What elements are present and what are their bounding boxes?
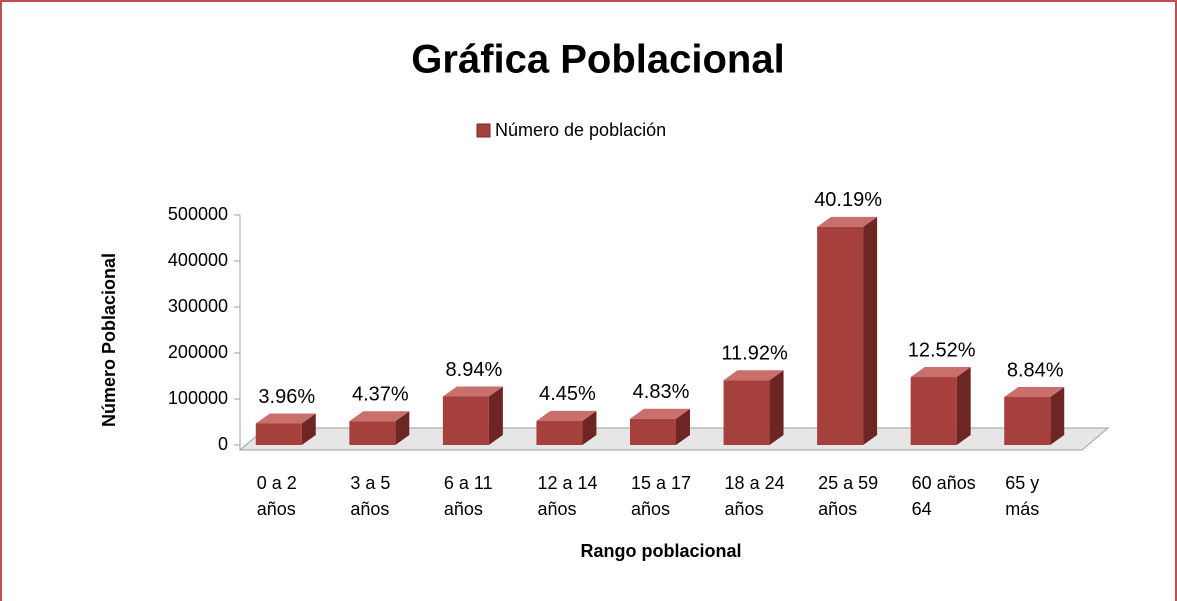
bar-side [582,410,597,445]
bar-top [255,413,316,424]
bar-top [1004,387,1065,398]
bar-front [817,226,864,445]
bar-front [910,377,957,445]
value-label: 4.37% [352,384,409,406]
value-label: 8.84% [1007,359,1064,381]
bar [349,411,410,445]
y-tick-label: 100000 [168,388,228,408]
bar-front [349,421,396,445]
x-tick-label: 18 a 24 años [724,473,785,519]
bar-front [255,423,302,445]
x-tick-label: 3 a 5 años [350,473,391,519]
value-label: 4.83% [633,381,690,403]
bar-side [488,386,503,445]
value-label: 11.92% [721,343,788,365]
x-tick-label: 12 a 14 años [537,473,598,519]
x-tick-label: 0 a 2 años [256,473,297,519]
x-tick-label: 25 a 59 años [818,473,879,519]
value-label: 40.19% [814,189,882,211]
bar-top [723,370,784,381]
bar [630,408,690,445]
bar-front [1004,397,1051,445]
bar-front [630,418,676,445]
legend-label: Número de población [495,120,666,140]
bar-side [301,413,316,445]
bar-side [676,408,690,445]
y-tick-label: 200000 [168,342,228,362]
y-tick-label: 400000 [168,250,228,270]
bar-front [723,380,770,445]
bar-top [630,408,690,419]
x-tick-label: 6 a 11 años [443,473,493,519]
value-label: 3.96% [258,386,315,408]
bar [910,367,971,445]
bar [723,370,784,445]
bar-top [442,386,503,397]
y-tick-label: 500000 [168,204,228,224]
y-axis-title: Número Poblacional [99,253,119,427]
x-axis-title: Rango poblacional [580,541,741,561]
bar [817,216,878,445]
value-label: 12.52% [908,339,976,361]
bar-top [349,411,410,422]
bar-side [395,411,410,445]
bar-top [817,216,878,227]
bar-side [863,216,878,445]
bar-front [442,396,489,445]
bar-front [536,420,583,445]
bar [255,413,316,445]
chart-title: Gráfica Poblacional [411,38,784,82]
bar-side [1050,387,1065,445]
bar [536,410,597,445]
x-tick-label: 65 y más [1005,473,1040,519]
bar [1004,387,1065,445]
bar-side [956,367,971,445]
bar-top [910,367,971,378]
bar-top [536,410,597,421]
y-tick-label: 300000 [168,296,228,316]
value-label: 8.94% [446,359,503,381]
value-label: 4.45% [539,383,596,405]
bar [442,386,503,445]
x-tick-label: 60 años 64 [911,473,976,519]
y-tick-label: 0 [218,434,228,454]
x-tick-label: 15 a 17 años [631,473,692,519]
legend-marker [476,123,491,138]
bar-side [769,370,784,445]
